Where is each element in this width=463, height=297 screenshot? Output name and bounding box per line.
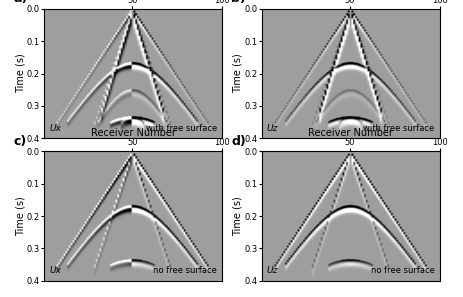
X-axis label: Receiver Number: Receiver Number <box>308 127 393 138</box>
Text: Uz: Uz <box>267 124 278 133</box>
Text: Ux: Ux <box>50 124 61 133</box>
Text: d): d) <box>232 135 246 148</box>
Y-axis label: Time (s): Time (s) <box>15 196 25 236</box>
Y-axis label: Time (s): Time (s) <box>233 196 243 236</box>
Text: with free surface: with free surface <box>146 124 217 133</box>
Text: with free surface: with free surface <box>363 124 434 133</box>
Y-axis label: Time (s): Time (s) <box>15 54 25 93</box>
Text: Ux: Ux <box>50 266 61 276</box>
Y-axis label: Time (s): Time (s) <box>233 54 243 93</box>
Text: no free surface: no free surface <box>153 266 217 276</box>
Text: no free surface: no free surface <box>370 266 434 276</box>
Text: Uz: Uz <box>267 266 278 276</box>
X-axis label: Receiver Number: Receiver Number <box>91 127 175 138</box>
Text: c): c) <box>14 135 27 148</box>
Text: b): b) <box>232 0 246 5</box>
Text: a): a) <box>14 0 28 5</box>
